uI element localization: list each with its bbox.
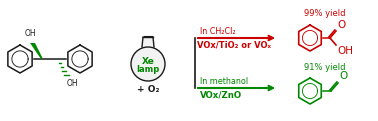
Text: OH: OH	[24, 29, 36, 38]
Text: O: O	[337, 20, 345, 30]
Text: 91% yield: 91% yield	[304, 64, 346, 72]
Text: 99% yield: 99% yield	[304, 10, 346, 19]
Text: VOx/TiO₂ or VOₓ: VOx/TiO₂ or VOₓ	[197, 41, 271, 49]
Text: + O₂: + O₂	[137, 84, 159, 94]
Text: O: O	[339, 71, 347, 81]
Text: Xe: Xe	[142, 57, 155, 67]
Text: In CH₂Cl₂: In CH₂Cl₂	[200, 26, 235, 35]
Text: lamp: lamp	[136, 64, 160, 73]
Polygon shape	[30, 43, 43, 59]
Text: OH: OH	[337, 46, 353, 56]
Text: In methanol: In methanol	[200, 76, 248, 86]
Text: OH: OH	[67, 79, 79, 88]
Text: VOx/ZnO: VOx/ZnO	[200, 91, 242, 99]
Polygon shape	[142, 37, 154, 47]
Circle shape	[131, 47, 165, 81]
